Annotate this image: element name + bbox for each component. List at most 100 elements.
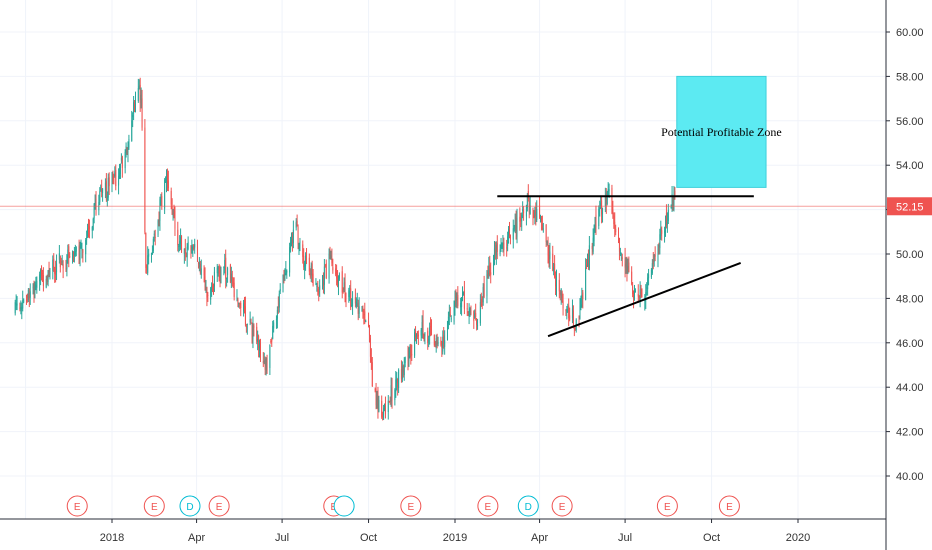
candle-body <box>409 345 411 357</box>
candle-body <box>633 289 635 299</box>
earnings-marker[interactable] <box>477 495 499 517</box>
candle-body <box>283 274 285 280</box>
candle-body <box>436 340 438 346</box>
earnings-marker[interactable] <box>551 495 573 517</box>
earnings-marker[interactable] <box>718 495 740 517</box>
candle-body <box>593 232 595 242</box>
candle-body <box>227 267 229 275</box>
candle-body <box>186 246 188 258</box>
candle-body <box>661 230 663 234</box>
candle-body <box>224 259 226 270</box>
candle-body <box>667 210 669 222</box>
candle-body <box>324 266 326 268</box>
candle-body <box>338 274 340 279</box>
candle-body <box>542 228 544 230</box>
candle-body <box>245 325 247 328</box>
candle-body <box>646 287 648 289</box>
candle-body <box>600 202 602 208</box>
support-line[interactable] <box>547 261 742 338</box>
candle-body <box>580 304 582 308</box>
candle-body <box>225 257 227 279</box>
candle-body <box>317 288 319 292</box>
candle-body <box>475 313 477 318</box>
candle-body <box>239 302 241 306</box>
candle-body <box>673 194 675 210</box>
candle-body <box>20 306 22 311</box>
x-tick-label: 2018 <box>100 532 124 544</box>
y-tick-label: 54.00 <box>896 160 924 172</box>
candle-body <box>91 227 93 231</box>
candle-body <box>262 361 264 364</box>
candle-body <box>368 325 370 336</box>
candle-body <box>493 248 495 264</box>
profit-zone-box[interactable] <box>676 75 767 188</box>
candle-body <box>473 311 475 321</box>
candle-body <box>500 244 502 249</box>
earnings-marker[interactable] <box>143 495 165 517</box>
candle-body <box>639 289 641 302</box>
y-tick-label: 58.00 <box>896 71 924 83</box>
candle-body <box>298 244 300 248</box>
x-tick-label: Apr <box>531 532 548 544</box>
candle-body <box>178 245 180 247</box>
trend-lines[interactable] <box>497 195 754 338</box>
candle-body <box>614 221 616 229</box>
candle-body <box>220 269 222 281</box>
candle-body <box>335 268 337 275</box>
candle-body <box>611 188 613 213</box>
candle-body <box>369 338 371 357</box>
candle-body <box>315 283 317 285</box>
earnings-marker[interactable] <box>208 495 230 517</box>
dividend-marker[interactable] <box>179 495 201 517</box>
candle-body <box>555 276 557 287</box>
candle-body <box>321 283 323 290</box>
candle-body <box>161 195 163 207</box>
candle-body <box>362 310 364 313</box>
candle-body <box>468 309 470 316</box>
candle-body <box>211 286 213 291</box>
x-axis[interactable]: 2018 Apr Jul Oct 2019 Apr Jul Oct 2020 <box>100 519 810 544</box>
candle-body <box>92 218 94 230</box>
y-tick-label: 50.00 <box>896 249 924 261</box>
event-label: E <box>559 502 566 513</box>
candle-body <box>453 307 455 322</box>
candle-body <box>285 270 287 275</box>
candle-body <box>446 321 448 340</box>
dividend-marker[interactable] <box>333 495 355 517</box>
candle-body <box>658 245 660 247</box>
event-markers[interactable]: EEDEEEEDEEE <box>66 495 740 517</box>
candle-body <box>376 392 378 406</box>
candle-body <box>410 344 412 357</box>
candle-body <box>25 296 27 298</box>
last-price-marker: 52.15 <box>0 197 932 216</box>
candle-body <box>165 179 167 181</box>
candle-body <box>430 326 432 328</box>
candle-body <box>588 245 590 269</box>
candle-body <box>598 208 600 227</box>
earnings-marker[interactable] <box>400 495 422 517</box>
candle-body <box>345 295 347 298</box>
candle-body <box>654 254 656 257</box>
candle-body <box>65 268 67 270</box>
candle-body <box>449 314 451 317</box>
candle-body <box>591 246 593 250</box>
candle-body <box>605 197 607 205</box>
candle-body <box>80 247 82 249</box>
profit-zone[interactable]: Potential Profitable Zone <box>661 75 782 188</box>
x-tick-label: Oct <box>360 532 377 544</box>
dividend-marker[interactable] <box>517 495 539 517</box>
candle-body <box>561 291 563 302</box>
candle-body <box>463 290 465 309</box>
candle-body <box>357 302 359 314</box>
earnings-marker[interactable] <box>656 495 678 517</box>
candle-body <box>88 225 90 229</box>
candle-body <box>461 297 463 307</box>
candle-body <box>414 332 416 356</box>
candle-body <box>501 242 503 244</box>
candle-body <box>69 256 71 258</box>
candle-body <box>476 318 478 325</box>
candle-body <box>579 305 581 319</box>
candle-body <box>128 139 130 148</box>
earnings-marker[interactable] <box>66 495 88 517</box>
